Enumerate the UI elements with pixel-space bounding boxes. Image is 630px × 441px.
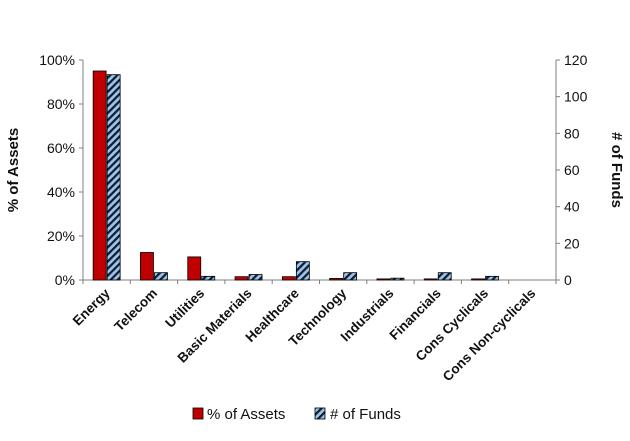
left-tick-label: 100% (39, 52, 75, 68)
left-tick-label: 20% (47, 228, 75, 244)
bar-pct-assets (140, 252, 154, 281)
bar-pct-assets (234, 276, 249, 281)
right-tick-label: 60 (564, 162, 580, 178)
left-tick-label: 40% (47, 184, 75, 200)
right-tick-label: 20 (564, 235, 580, 251)
bar-num-funds (485, 275, 499, 281)
left-tick-label: 60% (47, 140, 75, 156)
bar-num-funds (437, 272, 452, 281)
bar-num-funds (390, 277, 405, 281)
bar-pct-assets (376, 278, 391, 281)
bar-num-funds (295, 261, 310, 281)
right-tick-label: 100 (564, 89, 588, 105)
bar-num-funds (106, 74, 121, 281)
bar-num-funds (343, 272, 358, 281)
bar-pct-assets (187, 256, 202, 281)
bar-pct-assets (471, 278, 485, 281)
right-axis-title: # of Funds (608, 132, 625, 208)
left-tick-label: 0% (55, 272, 75, 288)
category-label: Utilities (162, 286, 207, 331)
right-tick-label: 0 (564, 272, 572, 288)
bar-num-funds (201, 275, 216, 281)
right-tick-label: 120 (564, 52, 588, 68)
bar-num-funds (154, 272, 168, 281)
legend-swatch-pct-assets (192, 407, 204, 420)
right-tick-label: 80 (564, 125, 580, 141)
category-label: Energy (70, 285, 113, 328)
bar-pct-assets (92, 70, 107, 281)
legend-label-pct-assets: % of Assets (207, 406, 285, 423)
legend-label-num-funds: # of Funds (330, 406, 401, 423)
bar-pct-assets (423, 278, 438, 281)
bar-pct-assets (329, 278, 344, 281)
legend-swatch-num-funds (314, 407, 326, 420)
right-tick-label: 40 (564, 199, 580, 215)
bar-num-funds (248, 274, 263, 281)
left-axis-title: % of Assets (5, 128, 22, 212)
category-label: Telecom (111, 286, 160, 335)
bar-pct-assets (281, 276, 296, 281)
left-tick-label: 80% (47, 96, 75, 112)
category-label: Cons Non-cyclicals (440, 286, 539, 385)
